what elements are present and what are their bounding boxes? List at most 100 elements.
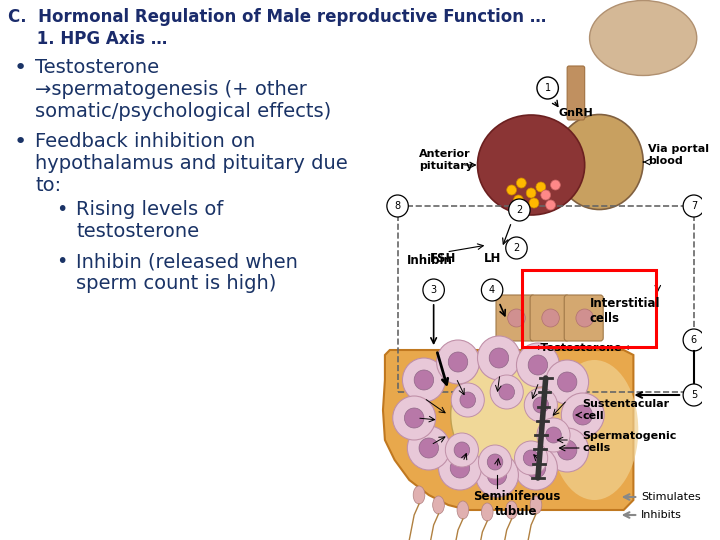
Circle shape (479, 445, 512, 479)
Text: Rising levels of: Rising levels of (76, 200, 223, 219)
Ellipse shape (433, 496, 444, 514)
Text: GnRH: GnRH (559, 108, 593, 118)
Circle shape (482, 279, 503, 301)
Ellipse shape (482, 503, 493, 521)
Circle shape (551, 180, 560, 190)
FancyBboxPatch shape (530, 295, 569, 341)
Text: Sustentacular
cell: Sustentacular cell (582, 399, 670, 421)
Circle shape (487, 465, 507, 485)
Circle shape (446, 433, 479, 467)
Ellipse shape (505, 501, 518, 519)
Circle shape (537, 77, 559, 99)
Text: hypothalamus and pituitary due: hypothalamus and pituitary due (35, 154, 348, 173)
Circle shape (526, 188, 536, 198)
Circle shape (508, 199, 530, 221)
Circle shape (541, 190, 551, 200)
Circle shape (536, 182, 546, 192)
Circle shape (515, 446, 557, 490)
Circle shape (533, 397, 549, 413)
Text: 1. HPG Axis …: 1. HPG Axis … (8, 30, 167, 48)
Text: sperm count is high): sperm count is high) (76, 274, 276, 293)
PathPatch shape (383, 350, 634, 510)
Text: 2: 2 (516, 205, 523, 215)
Circle shape (542, 309, 559, 327)
Circle shape (436, 340, 480, 384)
Text: Seminiferous
tubule: Seminiferous tubule (473, 490, 560, 518)
Text: Stimulates: Stimulates (642, 492, 701, 502)
Text: •: • (56, 200, 68, 219)
Circle shape (546, 360, 588, 404)
Circle shape (546, 428, 588, 472)
Circle shape (489, 348, 508, 368)
Text: 8: 8 (395, 201, 400, 211)
Circle shape (451, 383, 485, 417)
Text: Inhibin: Inhibin (408, 253, 453, 267)
Circle shape (499, 384, 515, 400)
Text: Inhibits: Inhibits (642, 510, 682, 520)
Circle shape (508, 309, 526, 327)
Text: testosterone: testosterone (76, 222, 199, 241)
Text: Anterior
pituitary: Anterior pituitary (419, 149, 473, 171)
Circle shape (475, 453, 518, 497)
Circle shape (507, 185, 516, 195)
Circle shape (557, 440, 577, 460)
Text: 3: 3 (431, 285, 437, 295)
Circle shape (438, 446, 482, 490)
Text: somatic/psychological effects): somatic/psychological effects) (35, 102, 331, 121)
Circle shape (477, 336, 521, 380)
Circle shape (557, 372, 577, 392)
Text: Inhibin (released when: Inhibin (released when (76, 252, 298, 271)
Circle shape (523, 450, 539, 466)
Circle shape (683, 384, 705, 406)
Circle shape (392, 396, 436, 440)
Circle shape (423, 279, 444, 301)
Ellipse shape (551, 360, 639, 500)
Circle shape (449, 352, 468, 372)
Text: •: • (14, 58, 27, 78)
Circle shape (454, 442, 469, 458)
Circle shape (505, 237, 527, 259)
Text: to:: to: (35, 176, 61, 195)
Text: Spermatogenic
cells: Spermatogenic cells (582, 431, 677, 453)
Circle shape (490, 375, 523, 409)
Text: →spermatogenesis (+ other: →spermatogenesis (+ other (35, 80, 307, 99)
Circle shape (519, 202, 529, 212)
Text: LH: LH (483, 252, 501, 265)
Circle shape (516, 178, 526, 188)
Ellipse shape (457, 501, 469, 519)
Text: 2: 2 (513, 243, 520, 253)
Circle shape (460, 392, 475, 408)
Ellipse shape (555, 114, 643, 210)
Circle shape (387, 195, 408, 217)
Text: C.  Hormonal Regulation of Male reproductive Function …: C. Hormonal Regulation of Male reproduct… (8, 8, 546, 26)
Text: Interstitial
cells: Interstitial cells (590, 297, 660, 325)
Circle shape (419, 438, 438, 458)
Ellipse shape (451, 360, 544, 470)
Text: •: • (56, 252, 68, 271)
Text: FSH: FSH (431, 252, 456, 265)
FancyBboxPatch shape (567, 66, 585, 120)
Text: Testosterone: Testosterone (35, 58, 159, 77)
Circle shape (683, 195, 705, 217)
Circle shape (408, 426, 450, 470)
Circle shape (576, 309, 593, 327)
Text: 6: 6 (690, 335, 697, 345)
Circle shape (537, 418, 570, 452)
Text: 5: 5 (690, 390, 697, 400)
Ellipse shape (477, 115, 585, 215)
Circle shape (546, 427, 562, 443)
Text: Feedback inhibition on: Feedback inhibition on (35, 132, 256, 151)
Circle shape (450, 458, 469, 478)
Ellipse shape (590, 1, 697, 76)
Text: •: • (14, 132, 27, 152)
Circle shape (405, 408, 424, 428)
Circle shape (683, 329, 705, 351)
Text: 1: 1 (544, 83, 551, 93)
Circle shape (546, 200, 555, 210)
Circle shape (524, 388, 557, 422)
Circle shape (529, 198, 539, 208)
FancyBboxPatch shape (564, 295, 603, 341)
Circle shape (526, 458, 546, 478)
Circle shape (487, 454, 503, 470)
Circle shape (515, 441, 548, 475)
